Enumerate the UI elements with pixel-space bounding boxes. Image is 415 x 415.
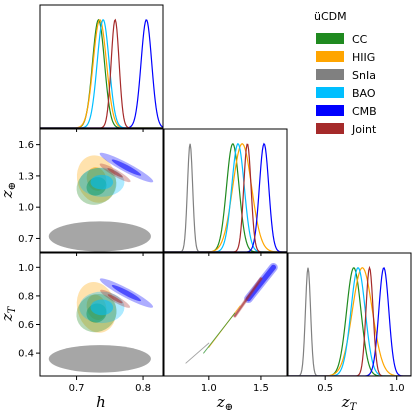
panel-h-h <box>39 4 164 129</box>
marginal-curve-SnIa <box>164 143 287 252</box>
marginal-zT <box>288 265 411 376</box>
marginal-curve-BAO <box>40 18 163 128</box>
y-tick-label-zT: 0.6 <box>18 320 34 331</box>
contour-1sigma-BAO <box>90 299 114 316</box>
y-tick-label-zT: 0.4 <box>18 349 34 360</box>
marginal-curve-CC <box>40 18 163 128</box>
legend-label-bao: BAO <box>352 87 376 100</box>
x-tick-label-zeq: 1.5 <box>253 383 269 394</box>
legend-label-joint: Joint <box>351 123 377 136</box>
legend-swatch-joint <box>316 123 344 134</box>
axis-ticks: 0.7 0.8 1.0 1.5 0.5 1.0 0.7 1.0 1.3 1.6 0.4 0.6 0.8 1… <box>18 128 405 394</box>
marginal-curve-CC <box>164 143 287 252</box>
x-tick-label-h: 0.8 <box>135 383 151 394</box>
contour-1sigma-CMB <box>111 159 142 176</box>
contour-1sigma-BAO <box>90 174 114 190</box>
contour-1sigma-Joint <box>107 294 123 304</box>
x-label-zT: zT <box>341 393 358 413</box>
x-tick-label-zT: 1.0 <box>389 383 405 394</box>
y-label-zeq: z⊕ <box>0 182 18 199</box>
marginal-curve-SnIa <box>288 267 411 376</box>
marginal-curve-HIIG <box>164 143 287 252</box>
panel-frames <box>39 4 412 377</box>
y-tick-label-zT: 0.8 <box>18 291 34 302</box>
legend-label-snia: SnIa <box>352 69 376 82</box>
x-tick-label-h: 0.7 <box>69 383 85 394</box>
marginal-h <box>40 18 163 128</box>
marginal-curve-HIIG <box>288 267 411 376</box>
marginal-curve-CMB <box>164 142 287 252</box>
contour-layer <box>48 152 278 373</box>
panel-zeq-zeq <box>163 128 288 253</box>
contour-panel-zT-h <box>48 278 154 373</box>
legend-swatch-bao <box>316 87 344 98</box>
marginal-zeq <box>164 142 287 252</box>
y-tick-label-zeq: 1.6 <box>18 140 34 151</box>
y-label-zT: zT <box>0 305 18 322</box>
legend-label-cmb: CMB <box>352 105 377 118</box>
y-tick-label-zeq: 1.3 <box>18 171 34 182</box>
panel-zT-zT <box>287 252 412 377</box>
marginal-curve-BAO <box>164 143 287 252</box>
panel-zeq-h <box>39 128 164 253</box>
legend-label-hiig: HIIG <box>352 51 375 64</box>
y-tick-label-zeq: 1.0 <box>18 203 34 214</box>
legend-swatch-hiig <box>316 51 344 62</box>
legend-swatch-snia <box>316 69 344 80</box>
marginal-curve-CC <box>288 267 411 376</box>
legend: üCDM CC HIIG SnIa BAO CMB Joint <box>314 10 377 136</box>
contour-1sigma-SnIa <box>48 221 151 252</box>
x-tick-label-zeq: 1.0 <box>201 383 217 394</box>
x-tick-label-zT: 0.5 <box>317 383 333 394</box>
x-label-zeq: z⊕ <box>216 393 233 413</box>
marginal-curve-BAO <box>288 267 411 376</box>
contour-1sigma-CMB <box>245 264 277 302</box>
y-tick-label-zeq: 0.7 <box>18 234 34 245</box>
legend-title: üCDM <box>314 10 347 23</box>
panel-zT-zeq <box>163 252 288 377</box>
legend-swatch-cmb <box>316 105 344 116</box>
contour-panel-zT-zeq <box>185 263 278 364</box>
x-label-h: h <box>96 393 106 411</box>
contour-panel-zeq-h <box>48 152 154 252</box>
contour-1sigma-Joint <box>233 277 262 317</box>
marginal-curve-CMB <box>40 19 163 128</box>
contour-1sigma-CC <box>203 312 236 354</box>
contour-1sigma-Joint <box>107 168 123 178</box>
y-tick-label-zT: 1.0 <box>18 263 34 274</box>
marginal-curve-CMB <box>288 267 411 376</box>
contour-1sigma-SnIa <box>185 342 210 364</box>
contour-1sigma-SnIa <box>48 345 151 373</box>
legend-swatch-cc <box>316 33 344 44</box>
legend-label-cc: CC <box>352 33 368 46</box>
panel-zT-h <box>39 252 164 377</box>
contour-1sigma-CMB <box>111 284 142 302</box>
axis-labels: h z⊕ zT z⊕ zT <box>0 182 358 413</box>
